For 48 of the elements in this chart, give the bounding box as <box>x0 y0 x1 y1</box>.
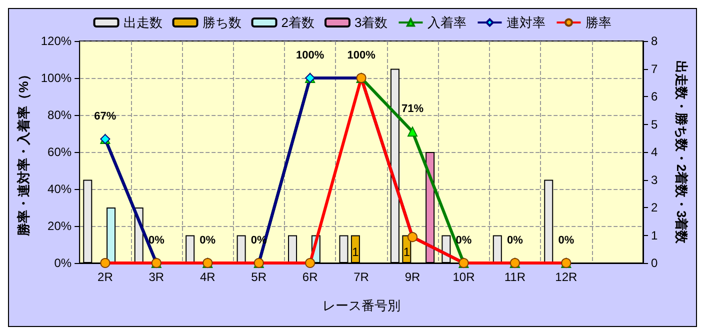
legend-label: 入着率 <box>428 15 467 30</box>
legend-label: 勝率 <box>586 15 612 30</box>
x-tick-label: 2R <box>98 270 114 284</box>
data-label: 100% <box>296 50 324 62</box>
data-label: 0% <box>507 234 524 246</box>
data-label: 0% <box>148 234 165 246</box>
y2-axis-title: 出走数・勝ち数・2着数・3着数 <box>674 60 689 245</box>
data-label: 100% <box>347 50 376 62</box>
y-tick-label: 0% <box>54 256 72 270</box>
data-label: 67% <box>94 110 116 123</box>
data-label: 0% <box>456 234 472 246</box>
data-label: 71% <box>402 103 424 116</box>
y2-tick-label: 7 <box>651 62 658 76</box>
y2-tick-label: 4 <box>651 145 658 159</box>
data-label: 0% <box>558 234 574 246</box>
x-tick-label: 12R <box>555 270 578 284</box>
x-axis-title: レース番号別 <box>322 298 400 313</box>
y-tick-label: 40% <box>48 182 72 196</box>
y-axis-title: 勝率・連対率・入着率（%） <box>16 68 31 237</box>
x-tick-label: 7R <box>354 270 370 284</box>
y-tick-label: 60% <box>48 145 72 159</box>
point <box>408 126 418 137</box>
y2-tick-label: 5 <box>651 117 658 132</box>
data-label: 1 <box>403 245 410 259</box>
y2-tick-label: 3 <box>651 172 658 187</box>
y2-tick-label: 6 <box>651 90 658 104</box>
x-tick-label: 3R <box>148 270 164 284</box>
legend-label: 3着数 <box>354 15 388 30</box>
data-label: 0% <box>200 234 216 246</box>
x-tick-label: 10R <box>452 270 476 284</box>
y2-tick-label: 8 <box>651 34 658 48</box>
y2-tick-label: 1 <box>651 228 658 242</box>
y-tick-label: 80% <box>48 108 72 122</box>
x-tick-label: 11R <box>504 270 526 284</box>
y2-tick-label: 2 <box>651 200 658 214</box>
x-tick-label: 4R <box>200 270 216 284</box>
x-tick-label: 6R <box>302 270 318 284</box>
legend-label: 勝ち数 <box>202 15 242 30</box>
y-tick-label: 100% <box>40 71 72 85</box>
data-label: 1 <box>352 245 360 259</box>
x-tick-label: 9R <box>404 270 421 284</box>
y-tick-label: 20% <box>48 219 72 233</box>
y2-tick-label: 0 <box>651 256 658 270</box>
x-tick-label: 5R <box>251 270 267 284</box>
y-tick-label: 120% <box>40 34 72 48</box>
legend-label: 連対率 <box>506 15 546 30</box>
legend-label: 出走数 <box>123 15 162 30</box>
legend-label: 2着数 <box>281 15 315 30</box>
